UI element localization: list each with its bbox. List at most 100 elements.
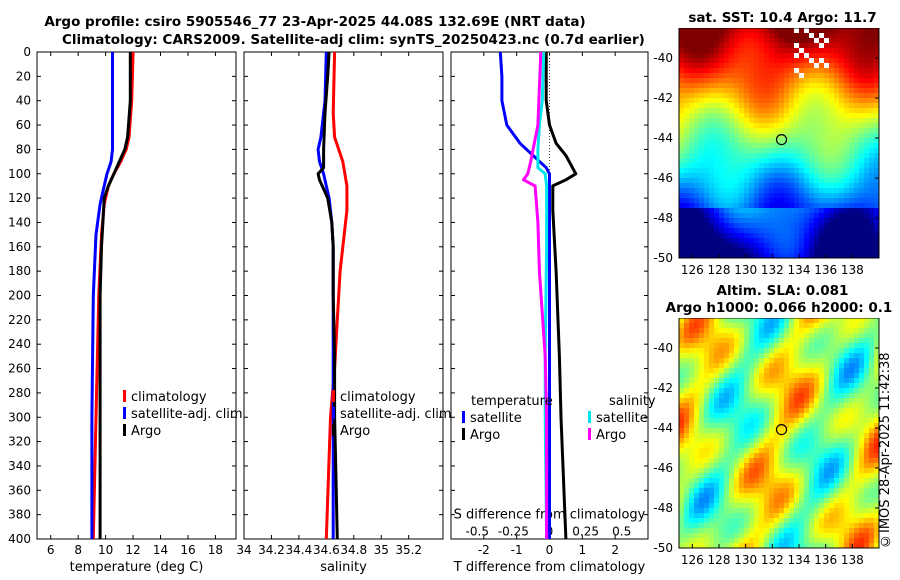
legend-swatch-satellite-adj-clim xyxy=(123,407,126,419)
panel-frame xyxy=(36,51,237,540)
figure-title-line1: Argo profile: csiro 5905546_77 23-Apr-20… xyxy=(44,14,586,30)
y-tick-label: 260 xyxy=(8,362,31,376)
legend-label: climatology xyxy=(131,390,207,405)
x-axis-label: T difference from climatology xyxy=(453,560,646,575)
x-tick-label: 34 xyxy=(236,543,251,557)
lat-tick-label: -48 xyxy=(653,211,673,225)
lat-tick-label: -48 xyxy=(653,501,673,515)
y-tick-label: 0 xyxy=(23,45,31,59)
series-line-Argo xyxy=(98,52,132,539)
lat-tick-label: -40 xyxy=(653,51,673,65)
x-tick-label: 35.2 xyxy=(395,543,422,557)
legend-label: satellite-adj. clim xyxy=(131,407,243,422)
lon-tick-label: 128 xyxy=(708,263,731,277)
lat-tick-label: -42 xyxy=(653,381,673,395)
legend-label: Argo xyxy=(131,424,161,439)
profile-panel-1: 0 20 40 60 80 100 120 140 160 180 200 220 240 260 280 3… xyxy=(8,45,243,575)
legend-label: Argo xyxy=(596,428,626,443)
lon-tick-label: 138 xyxy=(841,263,864,277)
figure-title-line2: Climatology: CARS2009. Satellite-adj cli… xyxy=(62,32,645,48)
x-tick-label: 0 xyxy=(546,543,554,557)
y-tick-label: 320 xyxy=(8,435,31,449)
x-tick-label: -1 xyxy=(511,543,523,557)
legend-swatch-climatology xyxy=(332,390,335,402)
y-tick-label: 60 xyxy=(16,118,31,132)
lon-tick-label: 132 xyxy=(761,553,784,567)
sla-map: -40 -42 -44 -46 -48 -50 126 128 130 132 134 136 138 xyxy=(653,318,880,567)
legend-swatch-t-Argo xyxy=(462,428,465,440)
legend-label: Argo xyxy=(470,428,500,443)
legend-label: satellite xyxy=(596,411,648,426)
map-frame xyxy=(678,28,880,259)
y-tick-label: 160 xyxy=(8,240,31,254)
lon-tick-label: 128 xyxy=(708,553,731,567)
x-tick-label: 16 xyxy=(180,543,195,557)
legend-label: Argo xyxy=(340,424,370,439)
sla-map-title-line2: Argo h1000: 0.066 h2000: 0.1 xyxy=(665,300,893,316)
sst-map-content: -40 -42 -44 -46 -48 -50 126 128 130 132 134 136 138 xyxy=(653,28,880,277)
x-tick-label: -2 xyxy=(478,543,490,557)
lon-tick-label: 130 xyxy=(734,263,757,277)
legend-swatch-Argo xyxy=(332,424,335,436)
y-tick-label: 240 xyxy=(8,337,31,351)
series-line-satellite-adj.-clim xyxy=(90,52,114,539)
lon-tick-label: 134 xyxy=(788,263,811,277)
lat-tick-label: -44 xyxy=(653,421,673,435)
series-line-temperature-satellite xyxy=(498,51,551,539)
lon-tick-label: 136 xyxy=(814,553,837,567)
legend-swatch-satellite-adj-clim xyxy=(332,407,335,419)
sst-map: -40 -42 -44 -46 -48 -50 126 128 130 132 134 136 138 xyxy=(653,28,880,277)
lat-tick-label: -50 xyxy=(653,251,673,265)
y-tick-label: 200 xyxy=(8,289,31,303)
legend-swatch-s-Argo xyxy=(588,428,591,440)
legend-title-salinity: salinity xyxy=(609,394,656,409)
legend-swatch-s-satellite xyxy=(588,411,591,423)
s-tick-label: 0.25 xyxy=(572,525,599,539)
lon-tick-label: 138 xyxy=(841,553,864,567)
x-axis-label: salinity xyxy=(320,560,367,575)
y-tick-label: 20 xyxy=(16,69,31,83)
legend-swatch-Argo xyxy=(123,424,126,436)
s-tick-label: -0.5 xyxy=(466,525,489,539)
lon-tick-label: 126 xyxy=(681,263,704,277)
y-tick-label: 400 xyxy=(8,532,31,546)
s-tick-label: -0.25 xyxy=(498,525,529,539)
series-line-salinity-Argo xyxy=(522,51,549,539)
lat-tick-label: -46 xyxy=(653,171,673,185)
y-tick-label: 280 xyxy=(8,386,31,400)
y-tick-label: 180 xyxy=(8,264,31,278)
panel-frame xyxy=(243,51,444,540)
series-line-temperature-Argo xyxy=(544,52,578,540)
lat-tick-label: -42 xyxy=(653,91,673,105)
sst-map-title: sat. SST: 10.4 Argo: 11.7 xyxy=(688,10,877,26)
series-line-Argo xyxy=(316,51,339,540)
lon-tick-label: 132 xyxy=(761,263,784,277)
s-tick-label: 0.5 xyxy=(612,525,631,539)
lon-tick-label: 130 xyxy=(734,553,757,567)
x-tick-label: 34.4 xyxy=(286,543,313,557)
imos-stamp: ©IMOS 28-Apr-2025 11:42:38 xyxy=(878,352,893,548)
x-tick-label: 1 xyxy=(579,543,587,557)
lat-tick-label: -46 xyxy=(653,461,673,475)
x-tick-label: 34.2 xyxy=(258,543,285,557)
sla-map-content: -40 -42 -44 -46 -48 -50 126 128 130 132 134 136 138 xyxy=(653,318,880,567)
y-tick-label: 140 xyxy=(8,215,31,229)
x-tick-label: 34.6 xyxy=(313,543,340,557)
x-tick-label: 35 xyxy=(374,543,389,557)
lat-tick-label: -40 xyxy=(653,341,673,355)
legend-label: satellite xyxy=(470,411,522,426)
y-tick-label: 300 xyxy=(8,410,31,424)
y-tick-label: 40 xyxy=(16,94,31,108)
x-tick-label: 10 xyxy=(98,543,113,557)
x-tick-label: 34.8 xyxy=(340,543,367,557)
lat-tick-label: -44 xyxy=(653,131,673,145)
y-tick-label: 220 xyxy=(8,313,31,327)
lat-tick-label: -50 xyxy=(653,541,673,555)
legend-title-temperature: temperature xyxy=(471,394,553,409)
y-tick-label: 360 xyxy=(8,483,31,497)
profile-panel-2: 34 34.2 34.4 34.6 34.8 35 35.2 salinity climatol… xyxy=(236,51,452,575)
y-tick-label: 80 xyxy=(16,142,31,156)
x-tick-label: 18 xyxy=(208,543,223,557)
x-tick-label: 2 xyxy=(611,543,619,557)
lon-tick-label: 126 xyxy=(681,553,704,567)
